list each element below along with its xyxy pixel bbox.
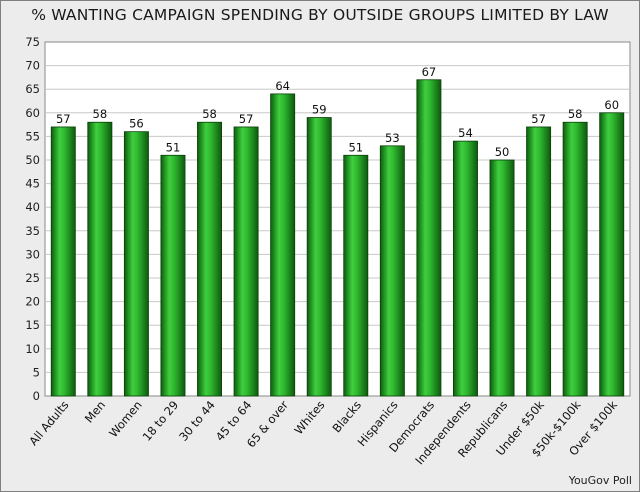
- bar-value-label: 64: [275, 79, 290, 93]
- bar: [526, 126, 552, 397]
- bar: [160, 154, 186, 397]
- x-category-label: Men: [82, 398, 108, 426]
- bar: [599, 112, 625, 397]
- y-tick-label: 20: [25, 295, 40, 309]
- bar: [306, 117, 332, 397]
- y-tick-label: 5: [33, 365, 40, 379]
- bar-value-label: 67: [422, 65, 437, 79]
- y-tick-label: 45: [25, 177, 40, 191]
- bar-value-label: 58: [202, 107, 217, 121]
- bar: [379, 145, 405, 397]
- bar: [270, 93, 296, 397]
- bar-value-label: 51: [166, 140, 181, 154]
- y-tick-label: 35: [25, 224, 40, 238]
- bar: [87, 121, 113, 397]
- bar-value-label: 60: [604, 98, 619, 112]
- y-tick-label: 70: [25, 59, 40, 73]
- chart-title: % WANTING CAMPAIGN SPENDING BY OUTSIDE G…: [31, 6, 609, 24]
- bar: [197, 121, 222, 397]
- bar: [343, 154, 369, 397]
- y-tick-label: 10: [25, 342, 40, 356]
- bar: [50, 126, 76, 397]
- source-note: YouGov Poll: [568, 474, 632, 487]
- x-category-label: Whites: [291, 398, 327, 437]
- bar-value-label: 57: [239, 112, 254, 126]
- bar-value-label: 51: [348, 140, 363, 154]
- x-category-label: Women: [106, 398, 145, 440]
- bar: [416, 79, 442, 397]
- y-tick-label: 50: [25, 153, 40, 167]
- bar-value-label: 53: [385, 131, 400, 145]
- bar: [233, 126, 259, 397]
- bar: [123, 131, 149, 397]
- bar-value-label: 59: [312, 103, 327, 117]
- bar: [489, 159, 515, 397]
- bar-value-label: 54: [458, 126, 473, 140]
- x-category-label: 18 to 29: [140, 398, 182, 444]
- x-category-label: All Adults: [26, 398, 71, 448]
- y-tick-label: 75: [25, 35, 40, 49]
- bar-value-label: 56: [129, 117, 144, 131]
- y-tick-label: 60: [25, 106, 40, 120]
- data-labels: 57 58 56 51 58 57 64 59 51 53 67 54 50 57 58 60: [56, 65, 619, 159]
- bar-value-label: 58: [568, 107, 583, 121]
- y-tick-label: 65: [25, 82, 40, 96]
- bars: [50, 79, 625, 397]
- bar-value-label: 58: [93, 107, 108, 121]
- bar-value-label: 50: [495, 145, 510, 159]
- y-tick-label: 0: [33, 389, 40, 403]
- bar-value-label: 57: [56, 112, 71, 126]
- y-tick-label: 25: [25, 271, 40, 285]
- y-tick-label: 40: [25, 200, 40, 214]
- y-tick-label: 15: [25, 318, 40, 332]
- x-category-label: Blacks: [330, 398, 365, 435]
- x-category-label: 30 to 44: [176, 398, 218, 444]
- bar: [562, 121, 588, 397]
- bar: [453, 140, 478, 397]
- y-tick-label: 30: [25, 247, 40, 261]
- bar-value-label: 57: [531, 112, 546, 126]
- y-axis-ticks: 0 5 10 15 20 25 30 35 40 45 50 55 60 65 70 75: [25, 35, 40, 403]
- y-tick-label: 55: [25, 129, 40, 143]
